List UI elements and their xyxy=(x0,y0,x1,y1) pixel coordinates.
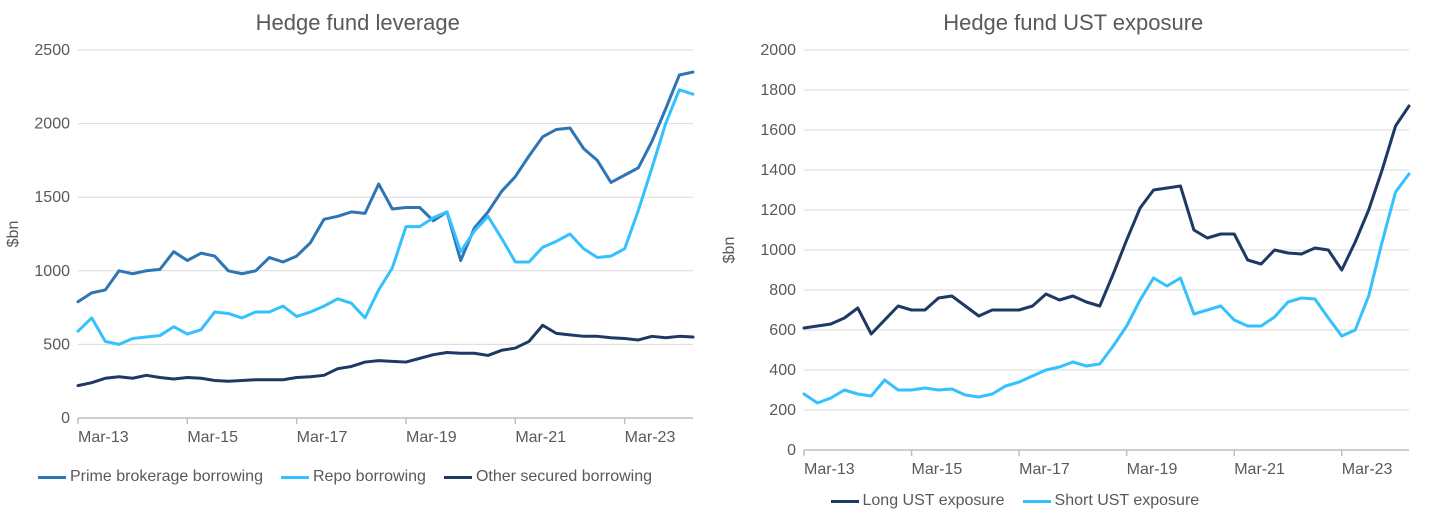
ust-chart-svg: 0 200 400 600 800 1000 1200 1400 1600 1800 2000 Mar… xyxy=(716,30,1431,490)
ust-chart-legend: Long UST exposure Short UST exposure xyxy=(831,492,1391,510)
y-tick-label: 500 xyxy=(43,336,70,353)
x-tick-label: Mar-13 xyxy=(804,461,855,478)
legend-label: Other secured borrowing xyxy=(476,468,652,486)
y-tick-label: 1000 xyxy=(760,242,796,259)
legend-label: Long UST exposure xyxy=(863,492,1005,510)
y-tick-label: 2500 xyxy=(34,42,70,59)
y-tick-label: 1600 xyxy=(760,122,796,139)
x-tick-label: Mar-19 xyxy=(1126,461,1177,478)
legend-item: Prime brokerage borrowing xyxy=(38,468,263,486)
series-line xyxy=(78,72,693,302)
y-tick-label: 1000 xyxy=(34,263,70,280)
y-tick-label: 1500 xyxy=(34,189,70,206)
y-tick-label: 800 xyxy=(769,282,796,299)
x-tick-label: Mar-17 xyxy=(297,429,348,446)
legend-label: Short UST exposure xyxy=(1055,492,1200,510)
y-tick-label: 0 xyxy=(61,410,70,427)
x-tick-label: Mar-19 xyxy=(406,429,457,446)
legend-swatch xyxy=(1023,500,1051,503)
x-tick-label: Mar-13 xyxy=(78,429,129,446)
legend-swatch xyxy=(281,476,309,479)
y-tick-label: 1200 xyxy=(760,202,796,219)
y-tick-label: 400 xyxy=(769,362,796,379)
y-axis-label: $bn xyxy=(5,221,22,248)
legend-item: Repo borrowing xyxy=(281,468,426,486)
legend-swatch xyxy=(831,500,859,503)
series-line xyxy=(78,90,693,345)
legend-swatch xyxy=(444,476,472,479)
x-tick-label: Mar-23 xyxy=(1341,461,1392,478)
y-tick-label: 1400 xyxy=(760,162,796,179)
figure: Hedge fund leverage 05001000150020002500… xyxy=(0,0,1431,521)
x-tick-label: Mar-15 xyxy=(187,429,238,446)
y-tick-label: 0 xyxy=(787,442,796,459)
x-tick-label: Mar-23 xyxy=(625,429,676,446)
y-tick-label: 2000 xyxy=(34,116,70,133)
y-tick-label: 1800 xyxy=(760,82,796,99)
series-line xyxy=(804,106,1409,334)
x-tick-label: Mar-15 xyxy=(911,461,962,478)
y-axis-label: $bn xyxy=(721,237,738,264)
y-tick-label: 600 xyxy=(769,322,796,339)
series-line xyxy=(78,325,693,385)
x-tick-label: Mar-17 xyxy=(1019,461,1070,478)
legend-label: Repo borrowing xyxy=(313,468,426,486)
legend-swatch xyxy=(38,476,66,479)
legend-item: Long UST exposure xyxy=(831,492,1005,510)
legend-item: Other secured borrowing xyxy=(444,468,652,486)
x-tick-label: Mar-21 xyxy=(1234,461,1285,478)
y-tick-label: 2000 xyxy=(760,42,796,59)
x-tick-label: Mar-21 xyxy=(515,429,566,446)
leverage-chart-legend: Prime brokerage borrowing Repo borrowing O… xyxy=(38,468,678,486)
legend-label: Prime brokerage borrowing xyxy=(70,468,263,486)
leverage-chart-svg: 0 500 1000 1500 2000 2500 Mar-13 Mar-15 Mar-17 Ma… xyxy=(0,30,715,460)
legend-item: Short UST exposure xyxy=(1023,492,1200,510)
leverage-chart-panel: Hedge fund leverage 05001000150020002500… xyxy=(0,0,716,521)
ust-chart-panel: Hedge fund UST exposure 0200400600800100… xyxy=(716,0,1431,521)
y-tick-label: 200 xyxy=(769,402,796,419)
